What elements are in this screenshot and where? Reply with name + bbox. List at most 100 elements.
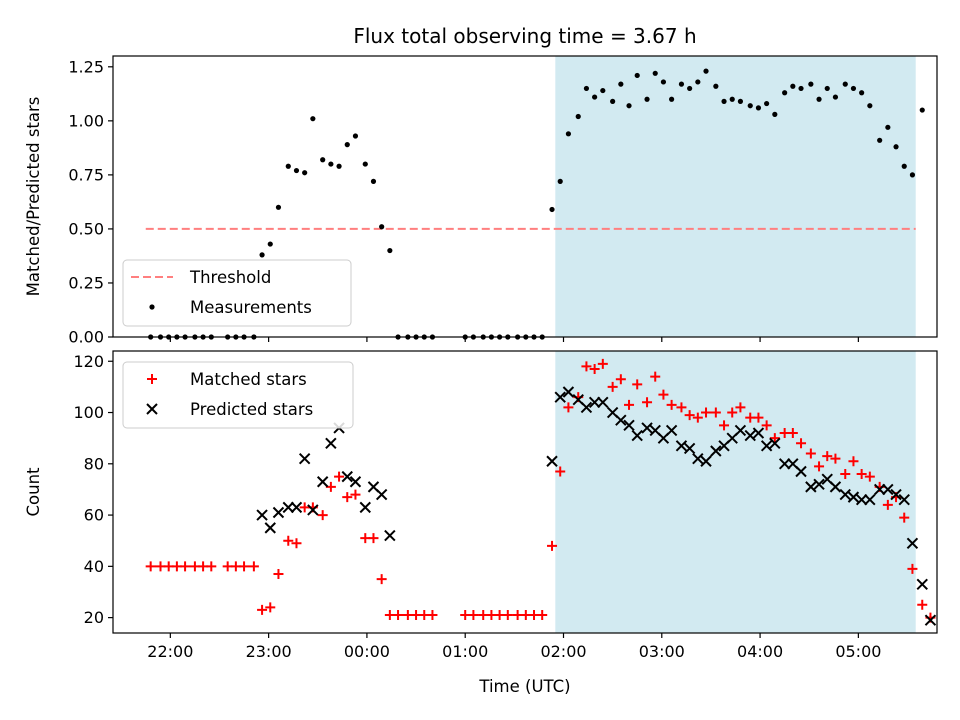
data-point: [632, 379, 643, 390]
data-point: [342, 492, 353, 503]
count-panel: 20 40 60 80 100 120 22:00 23:00 00:00 01:00 02:00 0…: [24, 350, 938, 661]
data-point: [623, 419, 635, 432]
data-point: [634, 72, 640, 79]
data-point: [847, 491, 860, 503]
x-tick-label: 03:00: [639, 642, 685, 661]
data-point: [855, 493, 868, 506]
data-point: [840, 469, 851, 480]
data-point: [328, 161, 334, 167]
data-point: [631, 429, 643, 442]
x-tick-label: 02:00: [540, 642, 586, 661]
y-tick-label: 0.25: [68, 273, 104, 292]
y-tick-label: 40: [84, 557, 104, 576]
data-point: [368, 533, 379, 544]
data-point: [678, 81, 685, 87]
data-point: [805, 448, 816, 459]
data-point: [701, 407, 712, 418]
chart-title: Flux total observing time = 3.67 h: [353, 24, 696, 48]
data-point: [384, 529, 396, 542]
data-point: [737, 98, 744, 104]
legend-measurements-label: Measurements: [190, 298, 312, 317]
data-point: [387, 247, 393, 254]
data-point: [729, 96, 735, 102]
y-tick-label: 20: [84, 608, 104, 627]
data-point: [583, 85, 590, 92]
data-point: [864, 471, 875, 482]
y-axis-label: Matched/Predicted stars: [24, 97, 43, 297]
data-point: [719, 420, 730, 431]
data-point: [283, 535, 294, 546]
data-point: [562, 386, 575, 398]
data-point: [899, 512, 910, 523]
ratio-panel: 0.00 0.25 0.50 0.75 1.00 1.25 Matched/Predicte…: [24, 55, 938, 347]
data-point: [256, 509, 268, 521]
data-point: [618, 81, 624, 87]
data-point: [293, 167, 300, 174]
data-point: [272, 506, 285, 519]
data-point: [341, 470, 353, 483]
data-point: [909, 172, 916, 178]
data-point: [814, 461, 825, 472]
data-point: [850, 85, 857, 92]
data-point: [859, 90, 865, 96]
legend-box: [122, 259, 352, 327]
data-point: [641, 422, 653, 434]
data-point: [782, 90, 788, 96]
data-point: [549, 206, 555, 213]
data-point: [282, 501, 294, 514]
data-point: [735, 402, 746, 413]
y-axis-label: Count: [24, 467, 43, 517]
data-point: [259, 252, 265, 258]
y-tick-label: 60: [84, 506, 104, 525]
data-point: [336, 163, 342, 169]
data-point: [906, 537, 919, 549]
data-point: [856, 469, 867, 480]
data-point: [700, 455, 712, 467]
observing-span-shade: [555, 56, 916, 337]
data-point: [778, 458, 791, 470]
legend-matched-swatch: [147, 374, 157, 384]
data-point: [379, 224, 385, 230]
x-tick-label: 22:00: [147, 642, 193, 661]
data-point: [917, 599, 928, 610]
data-point: [824, 85, 830, 92]
observing-span-shade: [555, 351, 916, 633]
data-point: [829, 481, 842, 493]
data-point: [588, 396, 601, 408]
y-tick-label: 100: [73, 403, 104, 422]
data-point: [626, 103, 632, 109]
data-point: [703, 68, 709, 74]
data-point: [145, 561, 156, 572]
data-point: [752, 427, 765, 439]
data-point: [291, 538, 302, 549]
data-point: [349, 476, 362, 488]
data-point: [848, 456, 859, 467]
data-point: [761, 420, 772, 431]
data-point: [764, 100, 770, 107]
data-point: [901, 163, 907, 169]
y-tick-label: 0.75: [68, 165, 104, 184]
data-point: [652, 70, 658, 76]
data-point: [592, 94, 598, 100]
data-point: [370, 178, 377, 184]
data-point: [675, 440, 688, 452]
data-point: [747, 103, 753, 109]
data-point: [565, 131, 572, 137]
data-point: [769, 433, 780, 444]
data-point: [877, 137, 883, 143]
data-point: [563, 402, 574, 413]
data-point: [798, 85, 804, 92]
data-point: [307, 504, 319, 516]
data-point: [665, 424, 678, 437]
data-point: [795, 465, 807, 478]
data-point: [265, 602, 276, 613]
data-point: [310, 116, 316, 122]
data-point: [502, 610, 513, 621]
data-point: [302, 170, 308, 176]
data-point: [316, 476, 329, 488]
data-point: [907, 563, 918, 574]
y-tick-label: 0.00: [68, 328, 104, 347]
data-point: [273, 569, 284, 580]
data-point: [867, 103, 873, 109]
